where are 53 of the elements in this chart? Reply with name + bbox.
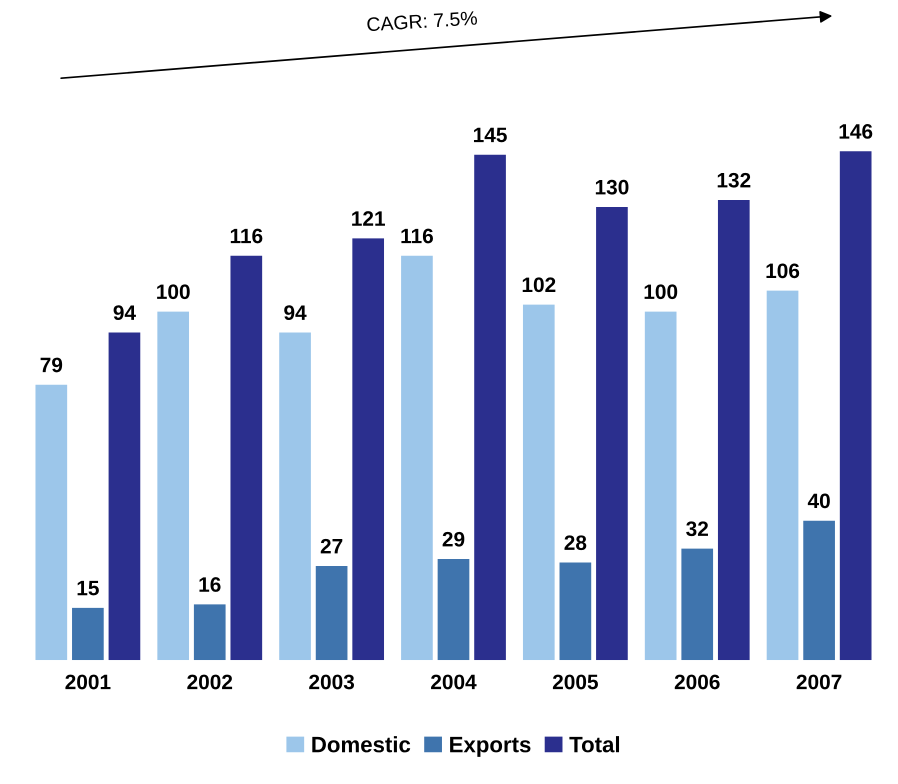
x-tick-label: 2003 (309, 674, 354, 690)
data-label: 27 (320, 538, 342, 554)
bar (644, 312, 677, 660)
legend-label: Total (569, 736, 620, 752)
data-label: 28 (564, 535, 586, 550)
bar (596, 207, 628, 660)
bar (352, 238, 384, 660)
legend-label: Domestic (312, 736, 410, 752)
legend-label: Exports (450, 736, 530, 757)
bar (718, 200, 750, 660)
bar (474, 154, 506, 660)
data-label: 16 (199, 577, 221, 592)
x-tick-label: 2007 (796, 674, 842, 690)
data-label: 94 (114, 305, 136, 320)
bar (766, 290, 798, 660)
bar (72, 608, 104, 660)
data-label: 40 (808, 494, 830, 508)
data-label: 79 (40, 358, 62, 372)
bar (194, 604, 226, 660)
data-label: 116 (230, 228, 262, 244)
data-label: 32 (686, 521, 708, 536)
bar (401, 256, 433, 660)
x-tick-label: 2006 (674, 674, 720, 690)
data-label: 100 (157, 284, 190, 300)
data-label: 121 (352, 211, 385, 226)
data-label: 94 (284, 305, 307, 320)
bar (438, 559, 470, 660)
data-label: 130 (596, 180, 628, 195)
bar (108, 332, 140, 660)
data-label: 15 (78, 580, 99, 596)
data-label: 132 (718, 172, 750, 188)
data-label: 102 (522, 277, 556, 292)
x-tick-label: 2002 (187, 674, 232, 690)
bar (157, 312, 190, 660)
data-label: 100 (644, 284, 678, 300)
bar (35, 384, 68, 660)
x-tick-label: 2004 (431, 674, 477, 690)
bar (840, 151, 872, 660)
data-label: 116 (401, 228, 433, 244)
bar (316, 566, 348, 660)
x-tick-label: 2005 (552, 674, 598, 690)
data-label: 145 (474, 128, 507, 142)
data-label: 146 (840, 124, 872, 139)
bar (681, 548, 714, 660)
data-label: 106 (766, 263, 800, 278)
text: CAGR: 7.5% (366, 10, 478, 32)
bar (560, 562, 592, 660)
bar (230, 256, 262, 660)
x-tick-label: 2001 (65, 674, 110, 690)
bar (522, 304, 555, 660)
bar (279, 332, 311, 660)
bar (803, 520, 835, 660)
data-label: 29 (442, 532, 464, 547)
